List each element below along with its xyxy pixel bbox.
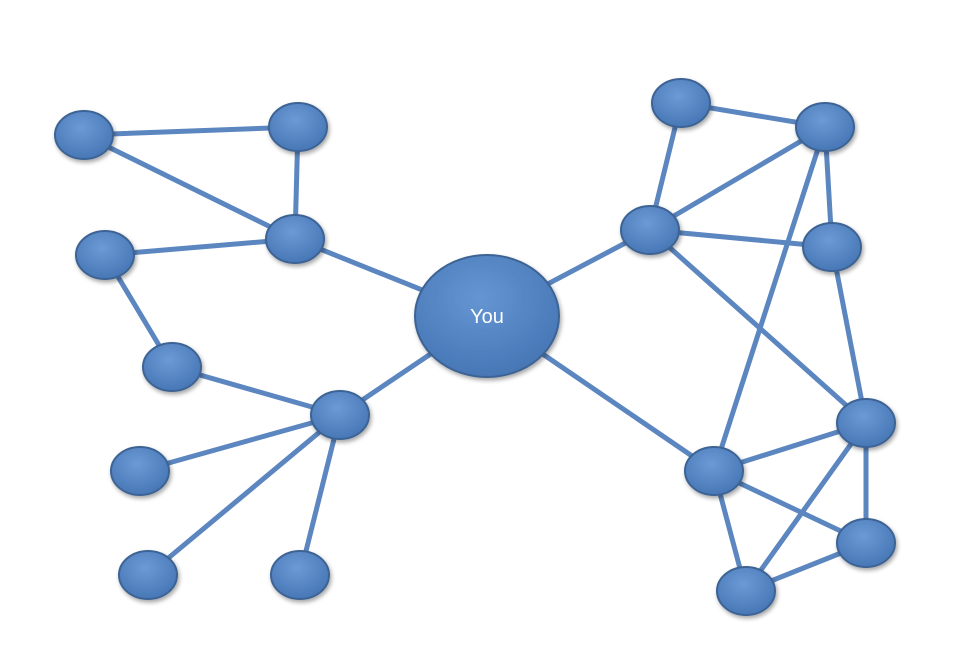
node-l6 [310, 390, 370, 440]
node-shape [75, 230, 135, 280]
node-l7 [110, 446, 170, 496]
node-l9 [270, 550, 330, 600]
edge-r3-r4 [647, 227, 835, 250]
node-r2 [795, 102, 855, 152]
node-shape [268, 102, 328, 152]
node-r4 [802, 222, 862, 272]
node-r1 [651, 78, 711, 128]
edge-r3-r6 [647, 227, 869, 426]
node-l5 [142, 342, 202, 392]
node-shape [836, 398, 896, 448]
edge-l6-l9 [297, 412, 343, 578]
edge-r2-r5 [711, 124, 828, 474]
node-shape [802, 222, 862, 272]
node-r5 [684, 446, 744, 496]
node-shape [684, 446, 744, 496]
node-l3 [265, 214, 325, 264]
node-shape [651, 78, 711, 128]
edge-r2-r3 [647, 124, 828, 233]
edge-l3-l4 [102, 236, 298, 258]
node-shape [54, 110, 114, 160]
center-node-shape [414, 254, 560, 378]
node-r3 [620, 205, 680, 255]
node-shape [118, 550, 178, 600]
node-shape [620, 205, 680, 255]
node-shape [265, 214, 325, 264]
node-shape [110, 446, 170, 496]
edge-l1-l3 [81, 132, 298, 242]
node-r7 [836, 518, 896, 568]
node-shape [836, 518, 896, 568]
node-r6 [836, 398, 896, 448]
node-r8 [716, 566, 776, 616]
center-node-label: You [470, 306, 504, 328]
edge-r6-r8 [743, 420, 869, 594]
node-shape [270, 550, 330, 600]
node-l1 [54, 110, 114, 160]
edge-l6-l7 [137, 412, 343, 474]
edge-r4-r6 [829, 244, 869, 426]
node-shape [795, 102, 855, 152]
node-shape [716, 566, 776, 616]
node-l2 [268, 102, 328, 152]
center-node: You [414, 254, 560, 378]
node-l4 [75, 230, 135, 280]
nodes-layer: You [54, 78, 896, 616]
edge-l6-l8 [145, 412, 343, 578]
edge-l1-l2 [81, 124, 301, 138]
node-l8 [118, 550, 178, 600]
node-shape [142, 342, 202, 392]
node-shape [310, 390, 370, 440]
